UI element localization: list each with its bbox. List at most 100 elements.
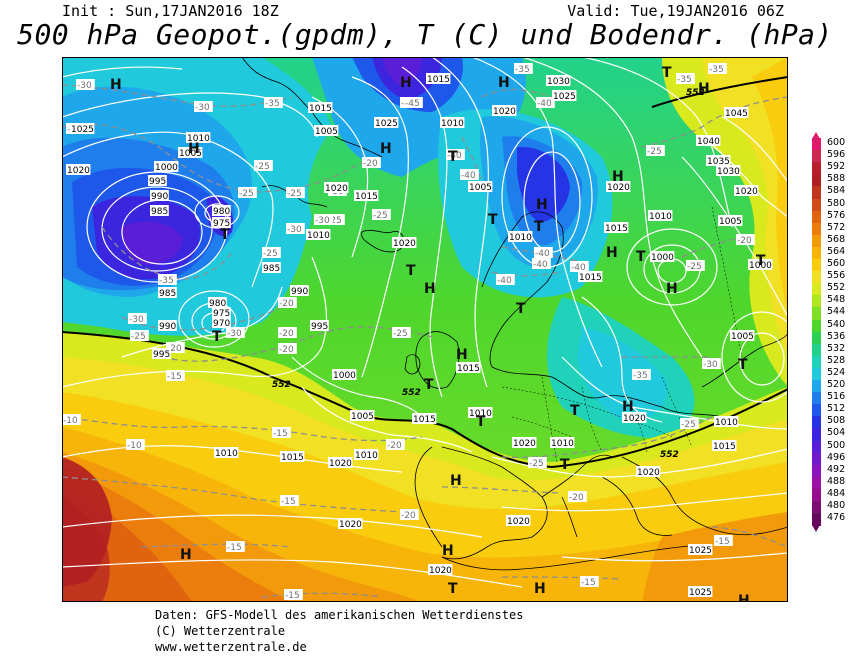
legend-top-arrow — [812, 132, 820, 139]
pressure-label-box — [280, 451, 305, 462]
temperature-label: -25 — [239, 189, 254, 199]
pressure-label-box — [150, 205, 169, 216]
temperature-label: -15 — [273, 429, 288, 439]
temperature-label-box — [386, 439, 405, 450]
temperature-label: -30 — [195, 103, 210, 113]
legend-swatch — [812, 513, 821, 526]
temperature-label-box — [676, 73, 695, 84]
pressure-label-box — [150, 190, 169, 201]
low-pressure-marker: T — [560, 457, 570, 473]
pressure-label-box — [550, 437, 575, 448]
temperature-label-box — [158, 274, 177, 285]
pressure-label: 1025 — [553, 92, 576, 102]
legend-swatch — [812, 210, 821, 224]
pressure-label: 1020 — [735, 187, 758, 197]
pressure-label: 1020 — [67, 166, 90, 176]
temperature-label-box — [280, 495, 299, 506]
legend-label: 560 — [827, 258, 846, 269]
low-pressure-marker: T — [448, 581, 458, 597]
pressure-label-box — [748, 259, 773, 270]
legend-swatch — [812, 162, 821, 175]
pressure-label: 1010 — [509, 233, 532, 243]
temperature-label-box — [272, 427, 291, 438]
pressure-label: 1015 — [579, 273, 602, 283]
temperature-label-box — [460, 169, 479, 180]
legend-swatch — [812, 319, 821, 333]
temperature-label-box — [278, 343, 297, 354]
pressure-label-box — [716, 165, 741, 176]
low-pressure-marker: T — [220, 227, 230, 243]
pressure-label-box — [158, 320, 177, 331]
temperature-label: -35 — [515, 65, 530, 75]
legend-label: 592 — [827, 161, 846, 173]
temperature-label-box — [254, 160, 273, 171]
isoline-552-label: 552 — [402, 388, 421, 398]
high-pressure-marker: H — [380, 141, 392, 157]
legend-swatch — [812, 488, 821, 502]
temperature-label-box — [362, 157, 381, 168]
pressure-label-box — [308, 102, 333, 113]
pressure-label: 995 — [311, 322, 328, 332]
temperature-label-box — [286, 223, 305, 234]
temperature-label-box — [446, 149, 465, 160]
pressure-label-box — [688, 544, 713, 555]
legend-label: 504 — [827, 427, 846, 439]
low-pressure-marker: T — [662, 65, 672, 81]
pressure-label-box — [212, 205, 231, 216]
pressure-label-box — [512, 437, 537, 448]
color-legend: 600 596 592 588 584 580 576 572 568 564 560 556 552 5… — [808, 132, 848, 533]
pressure-label: 1010 — [551, 439, 574, 449]
legend-swatch — [812, 476, 821, 490]
temperature-label-box — [736, 234, 755, 245]
pressure-label-box — [70, 123, 95, 134]
high-pressure-marker: H — [424, 281, 436, 297]
temperature-label: -30 — [129, 315, 144, 325]
pressure-label-box — [354, 190, 379, 201]
temperature-label: -15 — [167, 372, 182, 382]
temperature-label: -30 — [287, 225, 302, 235]
legend-label: 572 — [827, 221, 846, 233]
temperature-label-box — [126, 439, 145, 450]
pressure-label: 1025 — [375, 119, 398, 129]
legend-swatch — [812, 186, 821, 199]
legend-label: 524 — [827, 366, 846, 378]
pressure-label: 1010 — [215, 449, 238, 459]
legend-label: 496 — [827, 451, 846, 463]
pressure-label-box — [604, 222, 629, 233]
pressure-label: 1010 — [469, 409, 492, 419]
pressure-label: 1020 — [607, 183, 630, 193]
pressure-label: 1025 — [71, 125, 94, 135]
temperature-label-box — [528, 457, 547, 468]
footer-website: www.wetterzentrale.de — [155, 640, 307, 654]
temperature-label-box — [372, 209, 391, 220]
pressure-label: 1005 — [469, 183, 492, 193]
high-pressure-marker: H — [536, 197, 548, 213]
high-pressure-marker: H — [456, 347, 468, 363]
legend-label: 512 — [827, 403, 846, 415]
temperature-label-box — [568, 491, 587, 502]
legend-label: 540 — [827, 318, 846, 330]
legend-label: 576 — [827, 209, 846, 221]
pressure-label-box — [212, 217, 231, 228]
pressure-label-box — [688, 586, 713, 597]
temperature-label-box — [226, 541, 245, 552]
legend-label: 552 — [827, 282, 846, 294]
pressure-label-box — [724, 107, 749, 118]
temperature-label-box — [714, 535, 733, 546]
temperature-label: -25 — [647, 147, 662, 157]
temperature-label-box — [570, 261, 589, 272]
temperature-label: -40 — [461, 171, 476, 181]
temperature-label-box — [404, 97, 423, 108]
temperature-label-box — [62, 414, 81, 425]
legend-swatch — [812, 380, 821, 393]
legend-swatch — [812, 307, 821, 320]
temperature-label: -10 — [63, 416, 78, 426]
pressure-label: 975 — [213, 219, 230, 229]
temperature-labels: -30-30-35-35-25-25-25-30-25-35-25-30-20-… — [62, 63, 755, 601]
pressure-label: 990 — [151, 192, 168, 202]
pressure-label: 1020 — [429, 566, 452, 576]
high-pressure-marker: H — [606, 245, 618, 261]
temperature-label: -25 — [131, 332, 146, 342]
pressure-label-box — [648, 210, 673, 221]
